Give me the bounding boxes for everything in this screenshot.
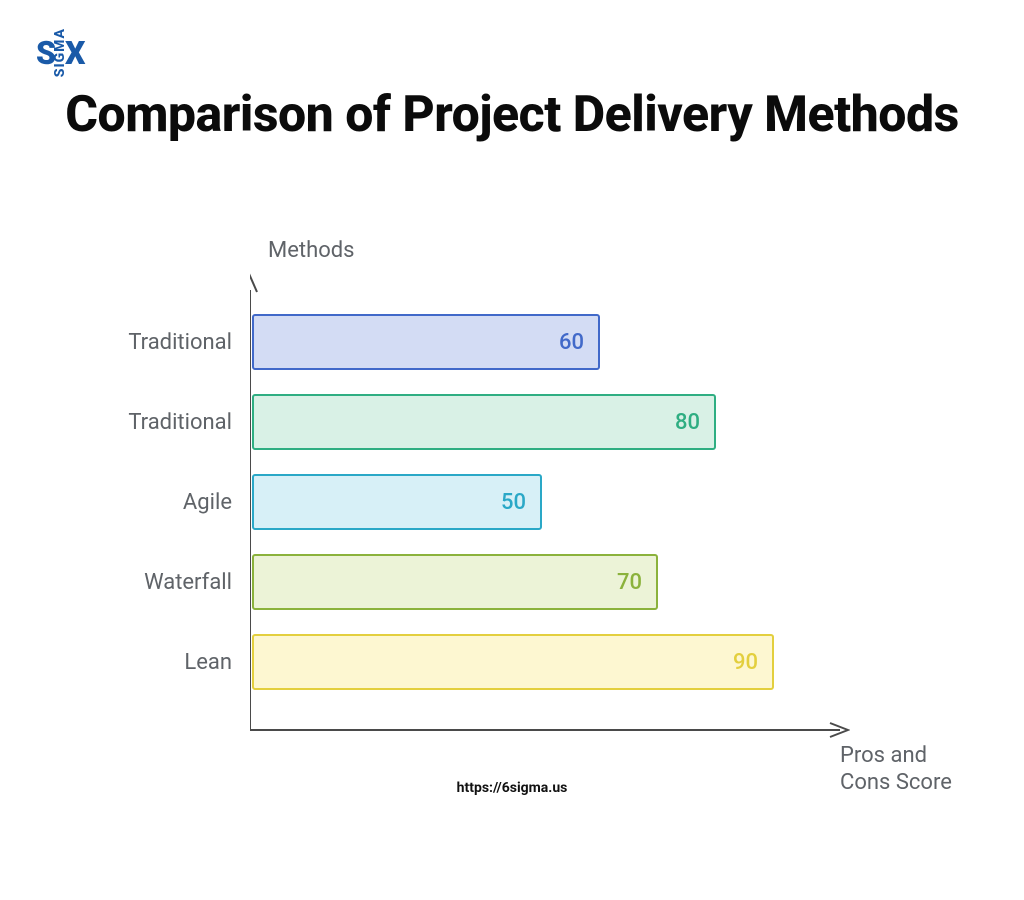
chart-area: Methods Traditional60 Traditional80 Agile5…: [100, 240, 920, 800]
bar-value: 60: [559, 330, 584, 355]
bar: 70: [252, 554, 658, 610]
bar-row: Lean90: [250, 634, 850, 690]
y-axis-label: Methods: [268, 238, 355, 263]
bar-row: Waterfall70: [250, 554, 850, 610]
six-sigma-logo: S SIGMA X: [36, 28, 84, 77]
bar: 80: [252, 394, 716, 450]
plot-area: Traditional60 Traditional80 Agile50 Waterfa…: [250, 270, 850, 740]
bar-value: 90: [733, 650, 758, 675]
category-label: Traditional: [92, 330, 232, 355]
bar-value: 70: [617, 570, 642, 595]
footer-url: https://6sigma.us: [0, 780, 1024, 796]
bars-group: Traditional60 Traditional80 Agile50 Waterfa…: [250, 314, 850, 714]
chart-title: Comparison of Project Delivery Methods: [0, 88, 1024, 143]
page: S SIGMA X Comparison of Project Delivery…: [0, 0, 1024, 900]
bar-row: Traditional60: [250, 314, 850, 370]
bar: 60: [252, 314, 600, 370]
category-label: Agile: [92, 490, 232, 515]
category-label: Traditional: [92, 410, 232, 435]
bar-row: Traditional80: [250, 394, 850, 450]
bar: 90: [252, 634, 774, 690]
bar-value: 80: [675, 410, 700, 435]
category-label: Lean: [92, 650, 232, 675]
logo-sigma-text: SIGMA: [53, 28, 67, 77]
category-label: Waterfall: [92, 570, 232, 595]
bar-value: 50: [501, 490, 526, 515]
bar: 50: [252, 474, 542, 530]
bar-row: Agile50: [250, 474, 850, 530]
